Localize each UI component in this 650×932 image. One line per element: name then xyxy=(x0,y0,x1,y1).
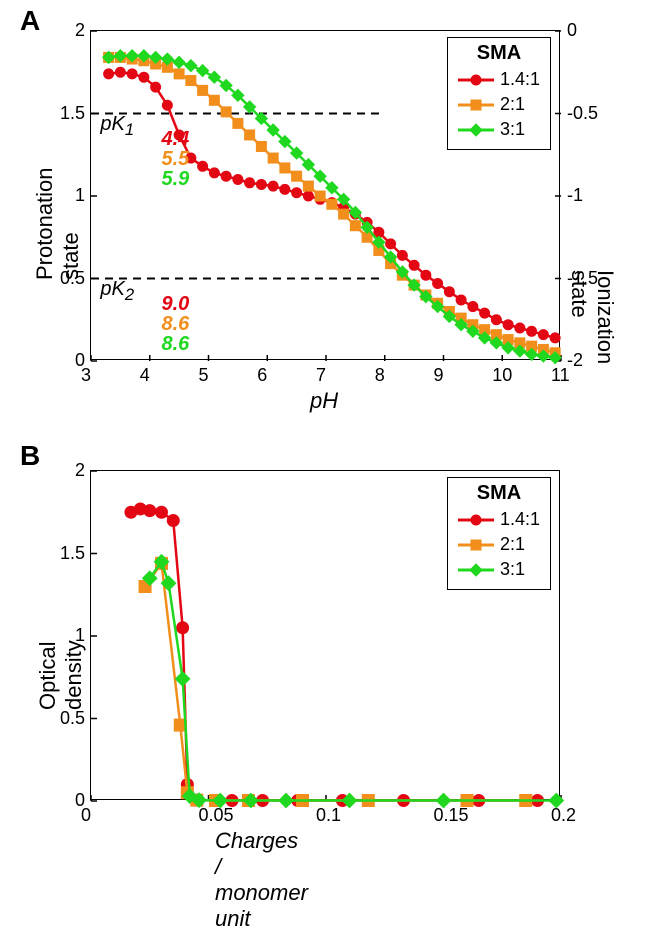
legend-label: 1.4:1 xyxy=(500,507,540,532)
xtick-label: 0.15 xyxy=(434,805,469,826)
legend-row: 2:1 xyxy=(458,92,540,117)
legend-row: 3:1 xyxy=(458,117,540,142)
ytick-right-label: 0 xyxy=(567,20,577,41)
ytick-right-label: -1 xyxy=(567,185,583,206)
xtick-label: 0.1 xyxy=(316,805,341,826)
ytick-label: 0 xyxy=(45,350,85,371)
figure-root: A SMA 1.4:12:13:1 3456789101100.511.52-2… xyxy=(0,0,650,870)
legend-row: 1.4:1 xyxy=(458,67,540,92)
ytick-label: 2 xyxy=(45,20,85,41)
legend-label: 2:1 xyxy=(500,92,525,117)
panel-a-label: A xyxy=(20,5,40,37)
panel-a-plot-area: SMA 1.4:12:13:1 3456789101100.511.52-2-1… xyxy=(90,30,560,360)
legend-label: 3:1 xyxy=(500,557,525,582)
ytick-label: 2 xyxy=(45,460,85,481)
xtick-label: 4 xyxy=(140,365,150,386)
panel-b-ylabel: Optical density xyxy=(35,640,87,710)
xtick-label: 7 xyxy=(316,365,326,386)
legend-label: 2:1 xyxy=(500,532,525,557)
xtick-label: 0.05 xyxy=(199,805,234,826)
legend-row: 2:1 xyxy=(458,532,540,557)
panel-b-xlabel: Charges / monomer unit xyxy=(215,828,308,932)
panel-a-xlabel: pH xyxy=(310,388,338,414)
legend-title: SMA xyxy=(458,482,540,505)
panel-a-legend: SMA 1.4:12:13:1 xyxy=(447,37,551,150)
pk-label: pK2 xyxy=(100,278,134,305)
pk-label: pK1 xyxy=(100,113,134,140)
xtick-label: 10 xyxy=(492,365,512,386)
pk-value: 5.9 xyxy=(162,168,190,191)
ytick-label: 1.5 xyxy=(45,103,85,124)
legend-label: 1.4:1 xyxy=(500,67,540,92)
panel-a-ylabel-right: Ionization state xyxy=(566,270,618,364)
ytick-label: 0 xyxy=(45,790,85,811)
ytick-label: 1.5 xyxy=(45,543,85,564)
xtick-label: 5 xyxy=(199,365,209,386)
legend-row: 1.4:1 xyxy=(458,507,540,532)
xtick-label: 6 xyxy=(257,365,267,386)
xtick-label: 9 xyxy=(434,365,444,386)
ytick-right-label: -0.5 xyxy=(567,103,598,124)
panel-b-label: B xyxy=(20,440,40,472)
ytick-label: 0.5 xyxy=(45,708,85,729)
legend-title: SMA xyxy=(458,42,540,65)
legend-row: 3:1 xyxy=(458,557,540,582)
panel-b-legend: SMA 1.4:12:13:1 xyxy=(447,477,551,590)
panel-b-plot-area: SMA 1.4:12:13:1 00.050.10.150.200.511.52 xyxy=(90,470,560,800)
legend-label: 3:1 xyxy=(500,117,525,142)
xtick-label: 0.2 xyxy=(551,805,576,826)
panel-a-ylabel-left: Protonation state xyxy=(32,167,84,280)
pk-value: 8.6 xyxy=(162,333,190,356)
xtick-label: 8 xyxy=(375,365,385,386)
